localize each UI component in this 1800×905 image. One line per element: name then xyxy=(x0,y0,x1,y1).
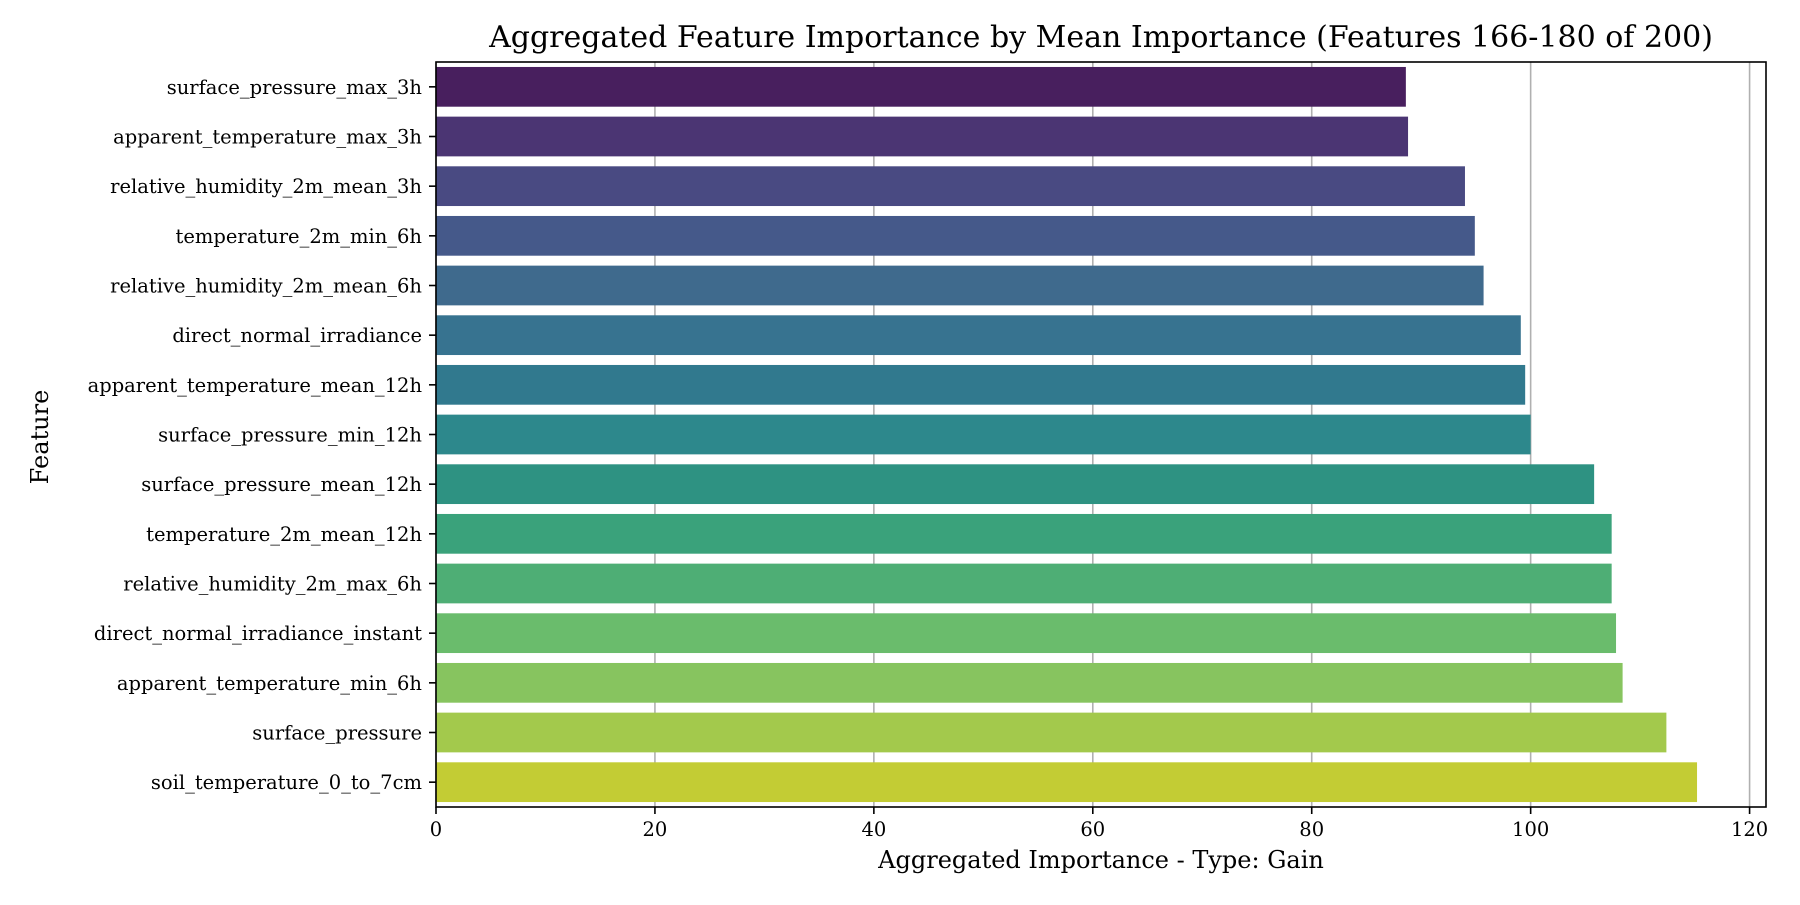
bar xyxy=(436,464,1595,505)
bar xyxy=(436,513,1612,554)
y-tick-label: surface_pressure_mean_12h xyxy=(141,473,422,496)
y-tick-label: direct_normal_irradiance_instant xyxy=(94,622,422,645)
bar xyxy=(436,364,1526,405)
x-tick-label: 20 xyxy=(643,818,668,841)
x-tick-label: 40 xyxy=(861,818,886,841)
bar xyxy=(436,66,1406,107)
x-tick-label: 0 xyxy=(430,818,442,841)
y-tick-label: relative_humidity_2m_max_6h xyxy=(123,573,422,596)
x-axis-label: Aggregated Importance - Type: Gain xyxy=(877,846,1324,874)
y-tick-label: soil_temperature_0_to_7cm xyxy=(151,771,422,794)
y-tick-label: relative_humidity_2m_mean_3h xyxy=(110,175,422,198)
y-tick-label: temperature_2m_min_6h xyxy=(176,225,423,248)
y-tick-label: surface_pressure_max_3h xyxy=(167,76,423,99)
bar xyxy=(436,762,1698,803)
x-axis-ticks: 0 20 40 60 80 100 120 xyxy=(430,807,1768,841)
y-tick-label: apparent_temperature_mean_12h xyxy=(88,374,423,397)
bar xyxy=(436,166,1465,207)
bar xyxy=(436,116,1409,157)
bar xyxy=(436,613,1617,654)
y-tick-label: relative_humidity_2m_mean_6h xyxy=(110,275,422,298)
y-tick-label: temperature_2m_mean_12h xyxy=(146,523,422,546)
y-axis-ticks: surface_pressure_max_3h apparent_temperat… xyxy=(88,76,436,794)
y-tick-label: apparent_temperature_max_3h xyxy=(113,126,422,149)
y-tick-label: surface_pressure_min_12h xyxy=(158,424,422,447)
bar xyxy=(436,215,1475,256)
y-tick-label: direct_normal_irradiance xyxy=(172,324,422,347)
bar xyxy=(436,712,1667,753)
bar xyxy=(436,265,1484,306)
bars xyxy=(436,66,1698,803)
y-tick-label: apparent_temperature_min_6h xyxy=(117,672,423,695)
x-tick-label: 60 xyxy=(1080,818,1105,841)
bar xyxy=(436,414,1531,455)
bar xyxy=(436,662,1623,703)
bar xyxy=(436,315,1521,356)
bar xyxy=(436,563,1612,604)
x-tick-label: 100 xyxy=(1512,818,1549,841)
chart-title: Aggregated Feature Importance by Mean Im… xyxy=(488,20,1713,55)
x-tick-label: 80 xyxy=(1299,818,1324,841)
y-axis-label: Feature xyxy=(26,390,54,485)
y-tick-label: surface_pressure xyxy=(252,722,422,745)
x-tick-label: 120 xyxy=(1731,818,1768,841)
